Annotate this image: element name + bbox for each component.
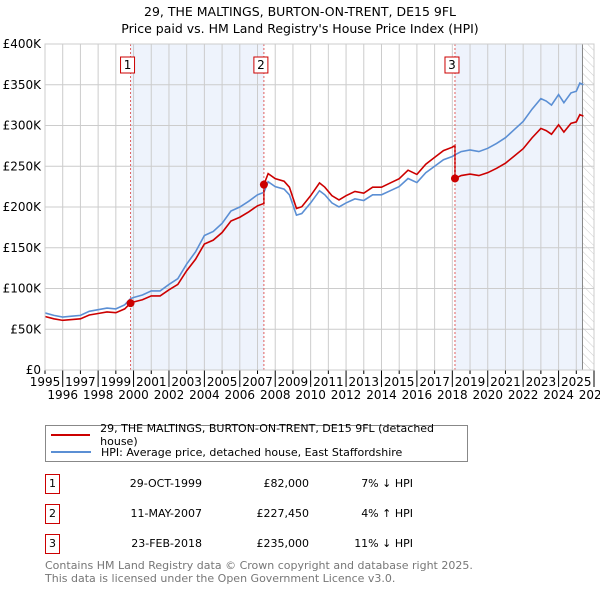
- footer: Contains HM Land Registry data © Crown c…: [45, 559, 473, 585]
- x-tick-label: 2023: [526, 375, 557, 389]
- x-tick-label: 2025: [561, 375, 592, 389]
- sale-date: 11-MAY-2007: [130, 507, 202, 520]
- legend-label: 29, THE MALTINGS, BURTON-ON-TRENT, DE15 …: [100, 422, 435, 448]
- sale-point: [126, 299, 135, 308]
- plot-border: [44, 43, 595, 371]
- hpi-line: [44, 82, 584, 318]
- sale-point: [450, 174, 459, 183]
- x-tick-label: 2003: [171, 375, 202, 389]
- x-tick-label: 1996: [47, 388, 78, 402]
- y-tick-label: £250K: [3, 159, 43, 173]
- property-line: [44, 113, 584, 322]
- y-tick-label: £350K: [3, 78, 43, 92]
- legend-swatch-red: [51, 434, 91, 436]
- chart-title: 29, THE MALTINGS, BURTON-ON-TRENT, DE15 …: [0, 3, 600, 37]
- x-tick-label: 2017: [419, 375, 450, 389]
- sale-label-box: [444, 56, 460, 74]
- y-tick-label: £50K: [10, 322, 42, 336]
- x-tick-label: 2013: [349, 375, 380, 389]
- legend-label: HPI: Average price, detached house, East…: [101, 445, 403, 459]
- y-tick-label: £0: [26, 363, 41, 377]
- sale-label: 2: [257, 58, 265, 72]
- legend: 29, THE MALTINGS, BURTON-ON-TRENT, DE15 …: [45, 422, 468, 462]
- price-chart: 1995199619971998199920002001200220032004…: [3, 37, 600, 402]
- title-line-1: 29, THE MALTINGS, BURTON-ON-TRENT, DE15 …: [144, 4, 456, 19]
- x-tick-label: 2002: [154, 388, 185, 402]
- sale-date: 23-FEB-2018: [131, 537, 202, 550]
- legend-item-property: 29, THE MALTINGS, BURTON-ON-TRENT, DE15 …: [51, 422, 467, 448]
- x-tick-label: 2004: [189, 388, 220, 402]
- y-tick-label: £100K: [3, 282, 43, 296]
- sale-hpi: 11% ↓ HPI: [354, 537, 413, 550]
- x-tick-label: 2015: [384, 375, 415, 389]
- x-tick-label: 2006: [225, 388, 256, 402]
- y-tick-label: £200K: [3, 200, 43, 214]
- x-tick-label: 2010: [295, 388, 326, 402]
- sale-number: 2: [45, 504, 60, 524]
- x-tick-label: 2016: [402, 388, 433, 402]
- x-tick-label: 2021: [490, 375, 521, 389]
- sale-price: £235,000: [256, 537, 310, 550]
- x-tick-label: 2018: [437, 388, 468, 402]
- x-tick-label: 2020: [472, 388, 503, 402]
- y-tick-label: £150K: [3, 241, 43, 255]
- x-tick-label: 1999: [101, 375, 132, 389]
- sale-label-box: [253, 56, 269, 74]
- x-tick-label: 1998: [83, 388, 114, 402]
- sale-number: 1: [45, 474, 60, 494]
- x-tick-label: 2011: [313, 375, 344, 389]
- x-tick-label: 2014: [366, 388, 397, 402]
- x-tick-label: 2000: [118, 388, 149, 402]
- table-row: 2 11-MAY-2007 £227,450 4% ↑ HPI: [45, 504, 413, 524]
- sale-point: [259, 180, 268, 189]
- sale-number: 3: [45, 534, 60, 554]
- x-tick-label: 2001: [136, 375, 167, 389]
- x-tick-label: 2008: [260, 388, 291, 402]
- x-tick-label: 2009: [278, 375, 309, 389]
- y-tick-label: £300K: [3, 119, 43, 133]
- sale-price: £82,000: [263, 477, 310, 490]
- x-tick-label: 2005: [207, 375, 238, 389]
- x-tick-label: 2024: [543, 388, 574, 402]
- legend-item-hpi: HPI: Average price, detached house, East…: [51, 444, 402, 460]
- sale-price: £227,450: [256, 507, 310, 520]
- x-tick-label: 2019: [455, 375, 486, 389]
- x-tick-label: 2007: [242, 375, 273, 389]
- y-tick-label: £400K: [3, 37, 43, 51]
- legend-swatch-blue: [51, 451, 91, 453]
- x-tick-label: 1997: [65, 375, 96, 389]
- title-line-2: Price paid vs. HM Land Registry's House …: [121, 21, 479, 36]
- sale-hpi: 7% ↓ HPI: [361, 477, 413, 490]
- x-tick-label: 2022: [508, 388, 539, 402]
- footer-line-2: This data is licensed under the Open Gov…: [45, 572, 396, 585]
- table-row: 1 29-OCT-1999 £82,000 7% ↓ HPI: [45, 474, 413, 494]
- sale-label: 3: [448, 58, 456, 72]
- sale-date: 29-OCT-1999: [129, 477, 202, 490]
- sale-hpi: 4% ↑ HPI: [361, 507, 413, 520]
- x-tick-label: 1995: [30, 375, 61, 389]
- sale-label-box: [120, 56, 136, 74]
- table-row: 3 23-FEB-2018 £235,000 11% ↓ HPI: [45, 534, 413, 554]
- footer-line-1: Contains HM Land Registry data © Crown c…: [45, 559, 473, 572]
- x-tick-label: 2012: [331, 388, 362, 402]
- sale-label: 1: [124, 58, 132, 72]
- x-tick-label: 2026: [579, 388, 600, 402]
